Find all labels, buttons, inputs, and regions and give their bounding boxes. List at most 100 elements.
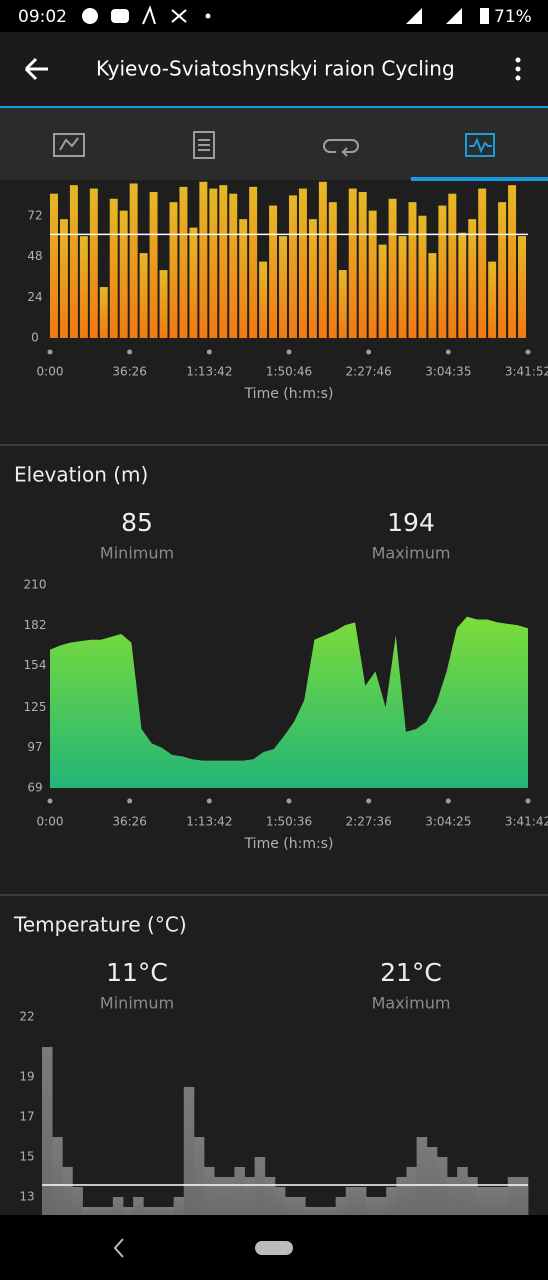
- bar: [50, 193, 58, 338]
- bar: [143, 1207, 154, 1215]
- bar: [279, 236, 288, 338]
- bar: [239, 219, 248, 338]
- bar: [518, 236, 527, 338]
- x-tick-label: 0:00: [37, 815, 64, 829]
- bar: [193, 1137, 205, 1215]
- x-tick-label: 36:26: [112, 815, 147, 829]
- x-tick-dot: [445, 349, 451, 355]
- x-tick-dot: [525, 349, 531, 355]
- bar: [418, 215, 427, 338]
- more-notif: [205, 13, 211, 19]
- bar: [214, 1177, 225, 1215]
- bar: [338, 270, 347, 338]
- bar: [229, 193, 238, 338]
- x-tick-label: 1:13:42: [186, 815, 232, 829]
- y-tick-label: 69: [27, 781, 42, 795]
- bar: [199, 181, 208, 338]
- x-tick-dot: [47, 349, 53, 355]
- chart: [50, 181, 528, 338]
- bar: [328, 202, 337, 338]
- bar: [259, 261, 268, 338]
- bar: [368, 210, 377, 338]
- bar: [325, 1207, 337, 1215]
- bar: [52, 1137, 63, 1215]
- x-tick-label: 1:13:42: [186, 365, 232, 379]
- y-tick-label: 24: [27, 290, 42, 304]
- tab-details[interactable]: [193, 131, 215, 159]
- bar: [69, 185, 78, 338]
- bar: [42, 1047, 53, 1215]
- bar: [82, 1207, 94, 1215]
- x-tick-dot: [525, 798, 531, 804]
- bar: [467, 1177, 478, 1215]
- x-axis-label: Time (h:m:s): [244, 836, 334, 852]
- bar: [378, 244, 387, 338]
- app-bar: [0, 32, 548, 106]
- stat-label: Minimum: [100, 994, 174, 1013]
- nav-home[interactable]: [255, 1241, 293, 1255]
- tab-laps[interactable]: [323, 139, 359, 157]
- y-tick-label: 19: [19, 1070, 34, 1084]
- x-tick-dot: [206, 349, 212, 355]
- bar: [133, 1197, 144, 1215]
- chart: [50, 616, 528, 788]
- bar: [179, 186, 188, 338]
- x-tick-dot: [366, 349, 372, 355]
- bar: [119, 210, 128, 338]
- bar: [448, 193, 457, 338]
- bar: [298, 188, 307, 338]
- tab-bar: [0, 108, 548, 180]
- bar: [99, 287, 108, 338]
- bar: [366, 1197, 377, 1215]
- y-tick-label: 13: [19, 1190, 34, 1204]
- signal-icon: [406, 8, 462, 24]
- bar: [72, 1187, 83, 1215]
- bar: [234, 1167, 245, 1215]
- bar: [436, 1157, 448, 1215]
- stat-value: 194: [387, 508, 435, 537]
- stat-value: 11°C: [106, 958, 168, 987]
- x-tick-label: 3:41:42: [505, 815, 548, 829]
- bar: [264, 1177, 276, 1215]
- app-bar-line: [0, 106, 548, 108]
- bar: [173, 1197, 185, 1215]
- bar: [447, 1177, 458, 1215]
- menu-button[interactable]: [515, 57, 521, 81]
- bar: [139, 253, 148, 338]
- y-tick-label: 15: [19, 1150, 34, 1164]
- bar: [89, 188, 98, 338]
- bar: [507, 1177, 519, 1215]
- tab-charts[interactable]: [465, 133, 495, 157]
- bar: [149, 191, 158, 338]
- x-tick-dot: [127, 798, 133, 804]
- stat-value: 85: [121, 508, 153, 537]
- y-tick-label: 22: [19, 1010, 34, 1024]
- bar: [396, 1177, 407, 1215]
- bar: [289, 195, 297, 338]
- x-tick-dot: [286, 798, 292, 804]
- x-tick-label: 3:41:52: [505, 365, 548, 379]
- tab-indicator: [411, 177, 548, 181]
- bar: [129, 183, 138, 338]
- tab-map[interactable]: [53, 133, 85, 157]
- chart: [42, 1047, 529, 1215]
- x-tick-label: 2:27:46: [346, 365, 392, 379]
- nav-back[interactable]: [113, 1238, 124, 1258]
- area: [50, 616, 528, 788]
- bar: [398, 236, 407, 338]
- x-tick-label: 36:26: [112, 365, 147, 379]
- bar: [224, 1177, 235, 1215]
- facebook-icon: [82, 8, 98, 24]
- bar: [408, 202, 417, 338]
- battery-icon: [480, 8, 489, 24]
- y-tick-label: 0: [31, 331, 39, 345]
- bar: [358, 191, 367, 338]
- y-tick-label: 154: [24, 658, 47, 672]
- stat-label: Minimum: [100, 544, 174, 563]
- bar: [249, 186, 258, 338]
- back-button[interactable]: [24, 57, 48, 81]
- stat-value: 21°C: [380, 958, 442, 987]
- bar: [189, 227, 198, 338]
- bar: [109, 198, 118, 338]
- y-tick-label: 210: [24, 578, 47, 592]
